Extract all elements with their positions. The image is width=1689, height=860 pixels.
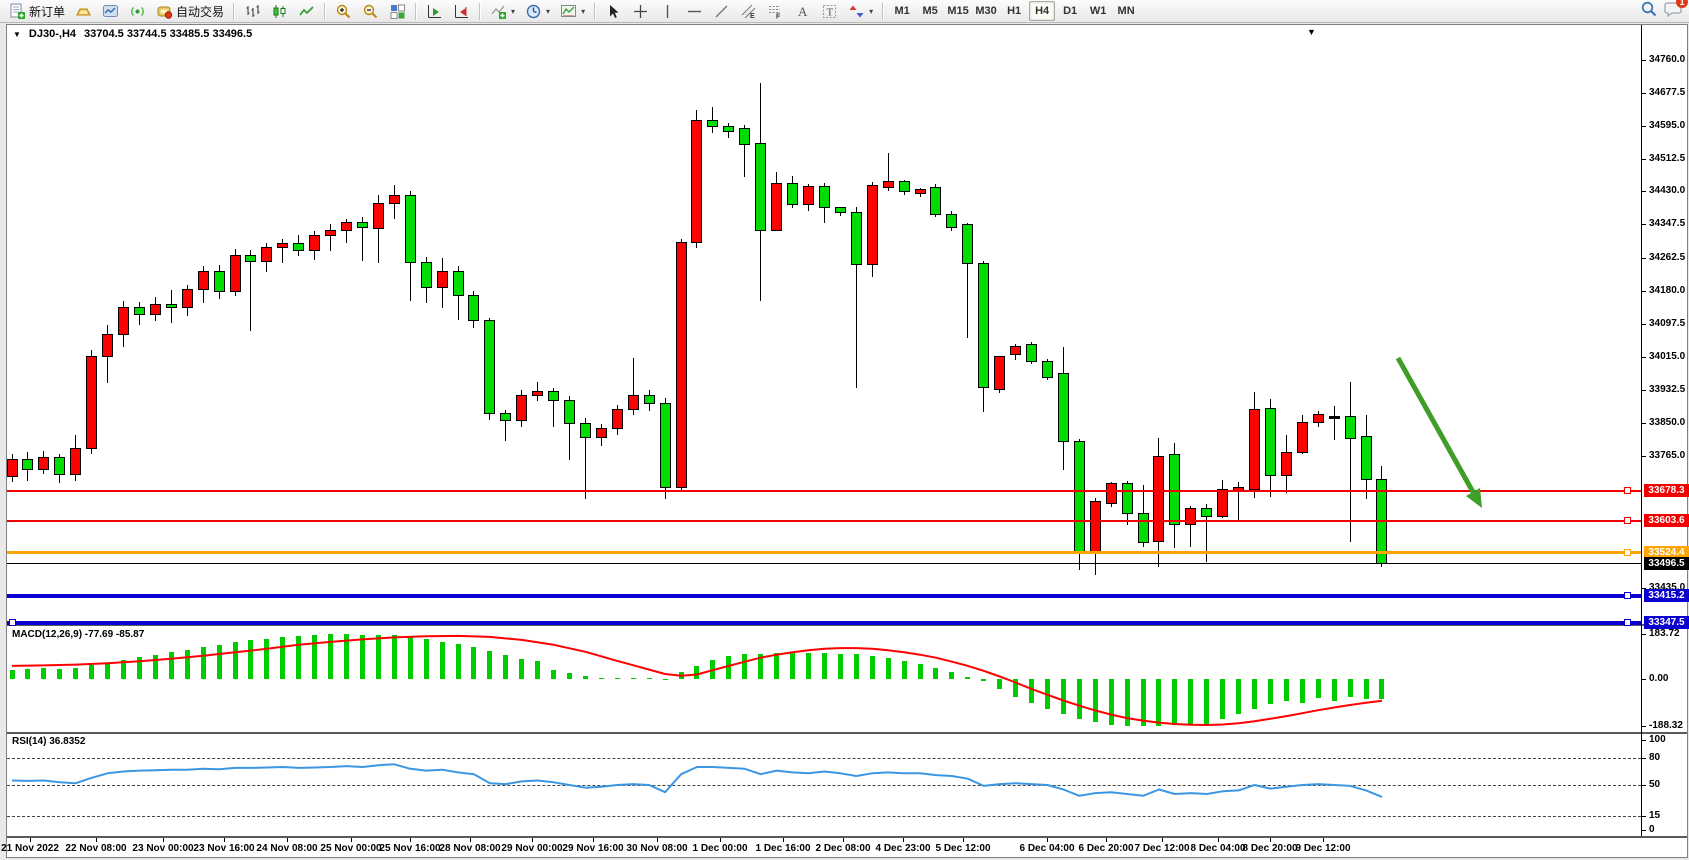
ohlc-values: 33704.5 33744.5 33485.5 33496.5 [84,28,253,40]
chevron-down-icon: ▾ [581,6,586,16]
toolbar-separator [233,2,236,20]
svg-text:T: T [827,6,834,18]
timeframe-mn-button[interactable]: MN [1117,5,1135,17]
timeframe-d1-button[interactable]: D1 [1063,5,1078,17]
symbol-period-label: DJ30-,H4 [28,28,76,40]
template-icon [560,3,577,20]
cursor-icon [605,3,622,20]
arrows-button[interactable]: ▾ [844,1,877,22]
channel-icon: E [740,3,757,20]
gold-icon [75,3,92,20]
symbol-dropdown-arrow[interactable]: ▼ [13,29,21,39]
line-chart-button[interactable] [294,1,319,22]
trendline-icon [713,3,730,20]
equidistant-channel-button[interactable]: E [736,1,761,22]
zoom-in-icon [335,3,352,20]
labelT-icon: T [821,3,838,20]
new-order-button[interactable]: 新订单 [5,1,69,22]
hline-icon [686,3,703,20]
chart-title-row: ▼ DJ30-,H4 33704.5 33744.5 33485.5 33496… [13,28,252,40]
robot-icon [156,3,173,20]
periods-button[interactable]: ▾ [521,1,554,22]
indicator-icon [490,3,507,20]
timeframe-w1-button[interactable]: W1 [1089,5,1107,17]
chevron-down-icon: ▾ [511,6,516,16]
crosshair-button[interactable] [628,1,653,22]
signals-button[interactable] [125,1,150,22]
linechart-icon [298,3,315,20]
textA-icon: A [794,3,811,20]
bar-chart-button[interactable] [240,1,265,22]
chart-shift-icon [453,3,470,20]
notification-badge: 1 [1676,0,1688,8]
auto-scroll-icon [426,3,443,20]
svg-text:A: A [798,4,808,19]
cursor-button[interactable] [601,1,626,22]
fibonacci-button[interactable]: F [763,1,788,22]
crosshair-icon [632,3,649,20]
auto-scroll-button[interactable] [422,1,447,22]
chevron-down-icon: ▾ [869,6,874,16]
svg-text:F: F [776,13,781,20]
timeframe-m30-button[interactable]: M30 [975,5,997,17]
search-button[interactable] [1640,0,1658,23]
trendline-button[interactable] [709,1,734,22]
notifications-button[interactable]: 1 [1664,0,1688,23]
tile-windows-button[interactable] [385,1,410,22]
vline-icon [659,3,676,20]
timeframe-h4-button[interactable]: H4 [1029,1,1056,21]
chart-window-icon [102,3,119,20]
text-button[interactable]: A [790,1,815,22]
candles-icon [271,3,288,20]
text-label-button[interactable]: T [817,1,842,22]
new-order-button-label: 新订单 [29,4,66,19]
toolbar-separator [882,2,885,20]
templates-button[interactable]: ▾ [556,1,589,22]
shapes-icon [848,3,865,20]
fibo-icon: F [767,3,784,20]
zoom-out-button[interactable] [358,1,383,22]
vertical-line-button[interactable] [655,1,680,22]
chart-shift-button[interactable] [449,1,474,22]
clock-icon [525,3,542,20]
toolbar-separator [415,2,418,20]
chart-menu-arrow[interactable]: ▼ [1307,27,1316,37]
zoom-out-icon [362,3,379,20]
toolbar-separator [324,2,327,20]
auto-trading-button[interactable]: 自动交易 [152,1,228,22]
zoom-in-button[interactable] [331,1,356,22]
tile-icon [389,3,406,20]
toolbar-separator [479,2,482,20]
toolbar: 新订单 自动交易 ▾ ▾ ▾ E F A T ▾ M1 M5 M15 M30 H1 H4 D1 W1 MN 1 [0,0,1689,23]
timeframe-m5-button[interactable]: M5 [922,5,938,17]
auto-trading-button-label: 自动交易 [176,4,225,19]
chevron-down-icon: ▾ [546,6,551,16]
timeframe-m15-button[interactable]: M15 [947,5,969,17]
horizontal-line-button[interactable] [682,1,707,22]
candlestick-chart-button[interactable] [267,1,292,22]
market-watch-button[interactable] [98,1,123,22]
svg-text:E: E [750,13,755,20]
timeframe-h1-button[interactable]: H1 [1007,5,1022,17]
bars-icon [244,3,261,20]
indicators-button[interactable]: ▾ [486,1,519,22]
doc-plus-icon [9,3,26,20]
timeframe-m1-button[interactable]: M1 [894,5,910,17]
chart-window: ▼ DJ30-,H4 33704.5 33744.5 33485.5 33496… [6,24,1688,858]
deposit-button[interactable] [71,1,96,22]
toolbar-separator [594,2,597,20]
signal-icon [129,3,146,20]
